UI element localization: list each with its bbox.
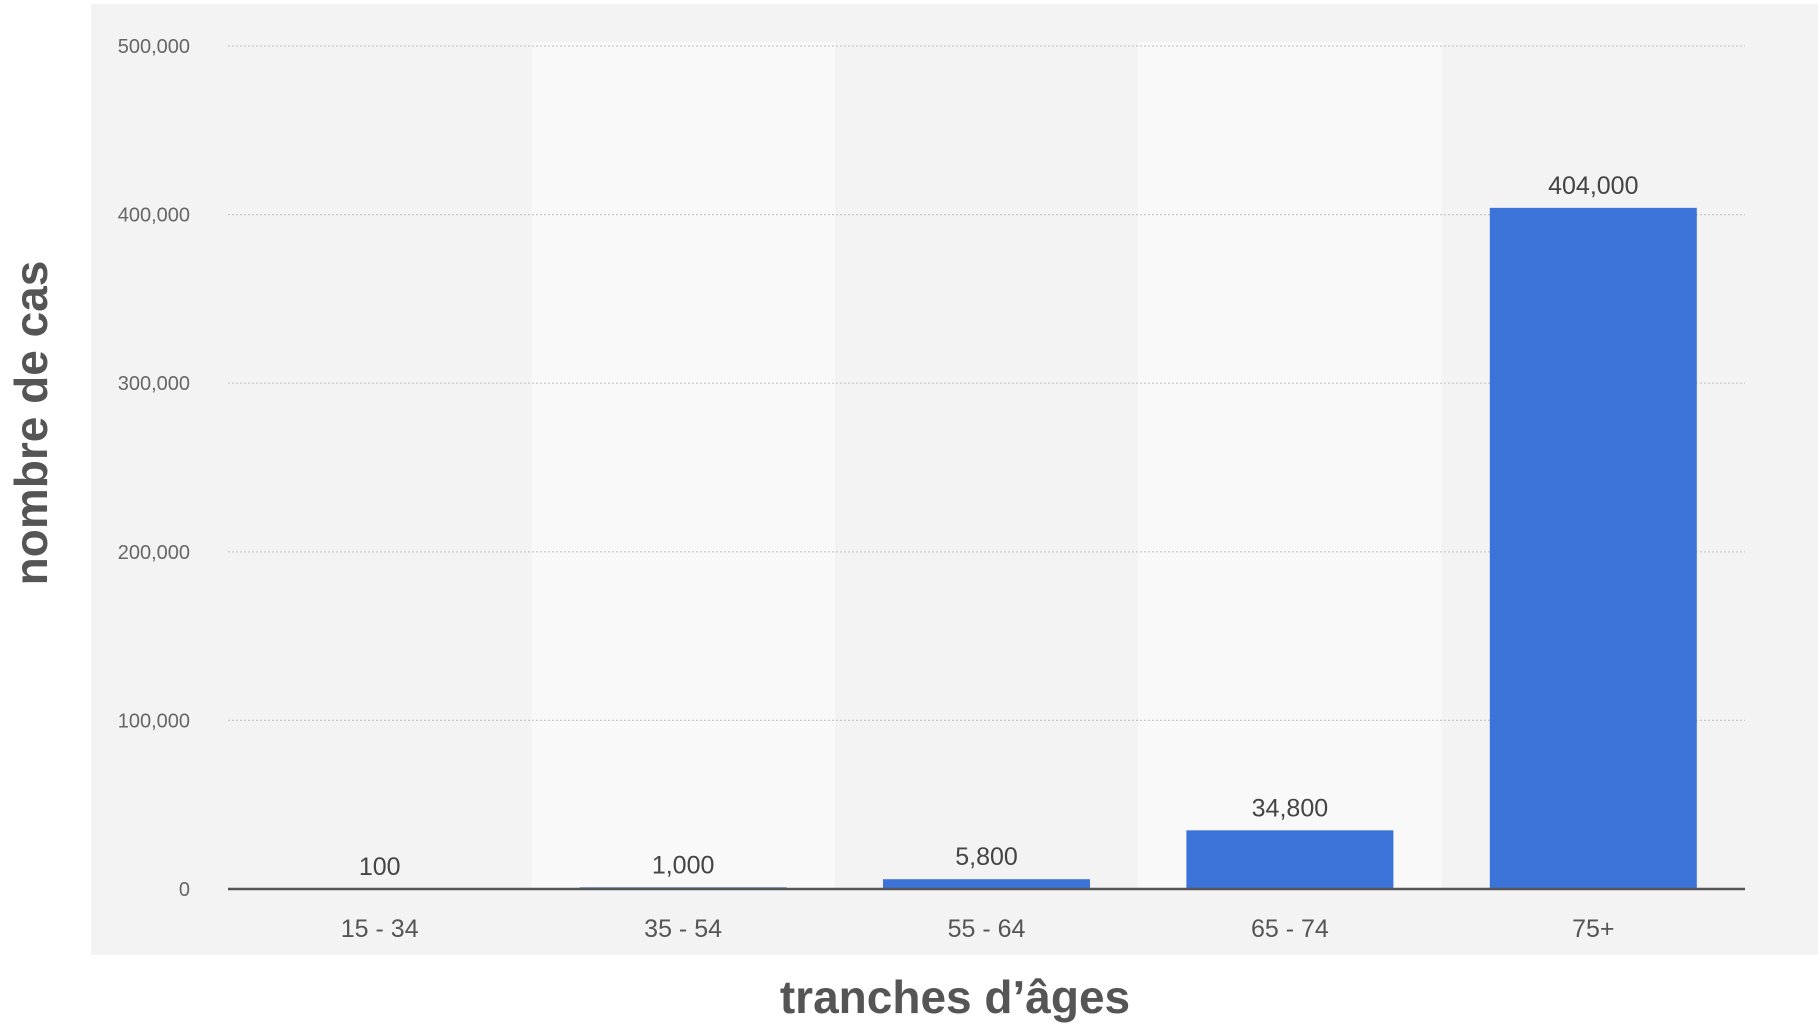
column-band [531,42,835,889]
bar [1489,207,1697,889]
y-tick-label: 200,000 [118,542,190,564]
x-tick-label: 75+ [1572,915,1614,943]
y-tick-label: 100,000 [118,710,190,732]
column-band [1138,42,1442,889]
x-tick-label: 35 - 54 [644,915,722,943]
bar [883,879,1090,889]
x-axis-title: tranches d’âges [779,971,1131,1023]
data-label: 5,800 [955,843,1018,871]
y-tick-label: 300,000 [118,373,190,395]
bar [1186,830,1394,889]
data-label: 404,000 [1548,172,1638,200]
y-axis-title: nombre de cas [5,260,57,586]
data-label: 34,800 [1252,794,1328,822]
y-tick-label: 0 [179,879,190,901]
y-tick-label: 400,000 [118,205,190,227]
data-label: 100 [359,853,401,881]
y-tick-label: 500,000 [118,36,190,58]
x-tick-label: 55 - 64 [948,915,1026,943]
data-label: 1,000 [652,851,715,879]
x-tick-label: 15 - 34 [341,915,419,943]
x-tick-label: 65 - 74 [1251,915,1329,943]
